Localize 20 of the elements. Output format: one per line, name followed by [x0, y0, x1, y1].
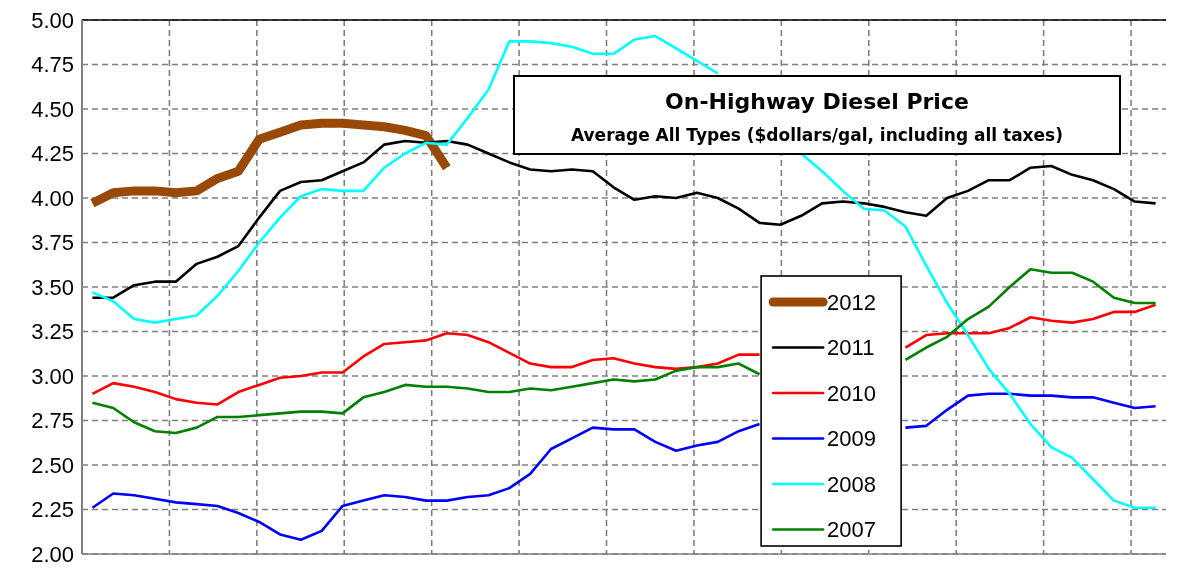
- y-tick-label: 2.00: [31, 541, 74, 567]
- y-tick-label: 3.25: [31, 319, 74, 345]
- y-tick-label: 4.00: [31, 185, 74, 211]
- legend-label: 2008: [827, 471, 877, 497]
- y-tick-label: 3.50: [31, 274, 74, 300]
- y-tick-label: 4.75: [31, 52, 74, 78]
- legend-label: 2011: [827, 335, 875, 361]
- y-tick-label: 2.50: [31, 452, 74, 478]
- legend-label: 2007: [827, 517, 877, 543]
- y-tick-label: 5.00: [31, 7, 74, 33]
- y-tick-label: 2.25: [31, 497, 74, 523]
- legend-label: 2009: [827, 426, 877, 452]
- y-tick-label: 3.00: [31, 363, 74, 389]
- y-tick-label: 4.25: [31, 141, 74, 167]
- title-box: On-Highway Diesel Price Average All Types ($dollars/gal, including all taxes): [513, 75, 1121, 155]
- y-tick-label: 2.75: [31, 408, 74, 434]
- y-tick-label: 3.75: [31, 230, 74, 256]
- y-tick-label: 4.50: [31, 96, 74, 122]
- legend-label: 2010: [827, 380, 877, 406]
- legend-label: 2012: [827, 289, 877, 315]
